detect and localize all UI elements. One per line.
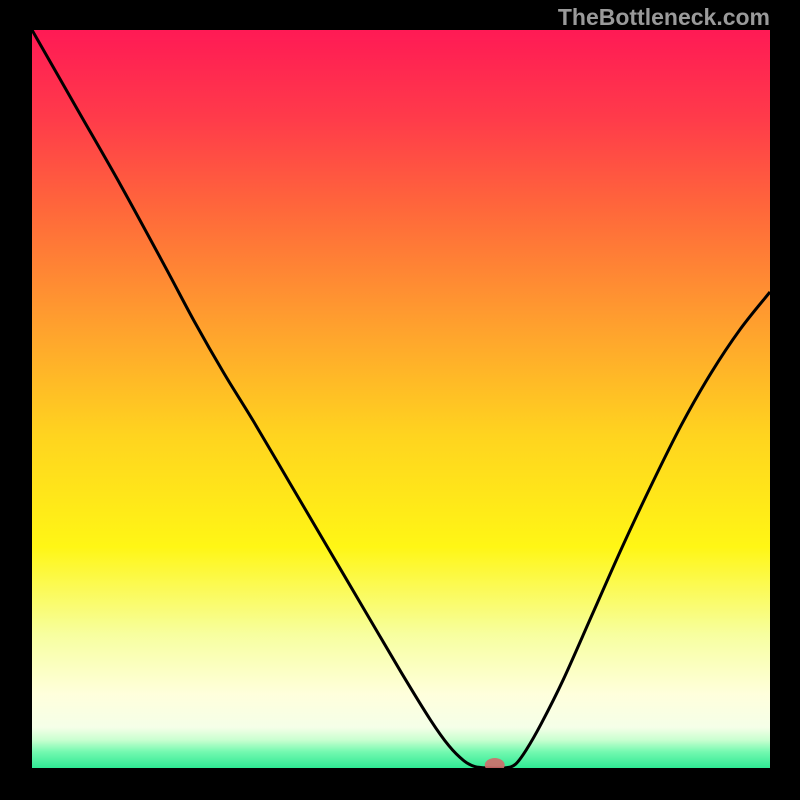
chart-svg — [32, 30, 770, 768]
watermark-text: TheBottleneck.com — [558, 4, 770, 31]
chart-container — [32, 30, 770, 768]
plot-background — [32, 30, 770, 768]
